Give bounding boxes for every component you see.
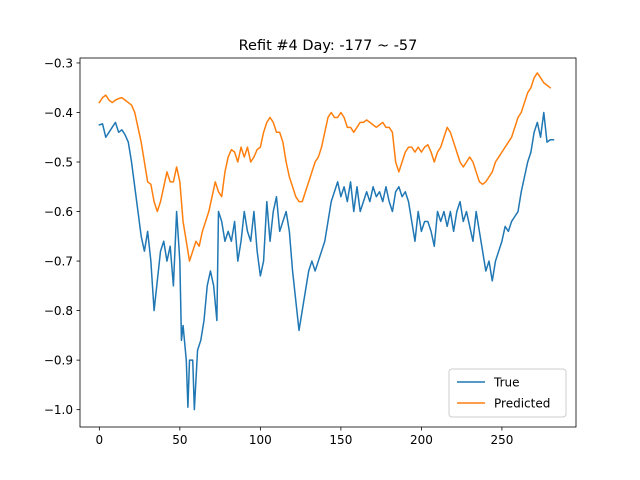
x-tick-label: 150 (329, 433, 352, 447)
series-line-predicted (98, 72, 552, 262)
series-line-true (98, 111, 555, 411)
legend-box (448, 368, 567, 418)
y-tick-label: −0.7 (44, 254, 73, 268)
x-tick-label: 250 (490, 433, 513, 447)
legend: True Predicted (448, 368, 567, 418)
x-tick-label: 50 (172, 433, 187, 447)
y-tick-label: −0.6 (44, 205, 73, 219)
axes: 0 50 100 150 200 250 −1.0 −0.9 −0.8 −0.7 −0.6 −0.5 −… (44, 56, 577, 447)
legend-label-predicted: Predicted (494, 396, 550, 410)
x-tick-label: 200 (410, 433, 433, 447)
legend-label-true: True (493, 375, 520, 389)
axes-frame (79, 57, 577, 428)
chart-title: Refit #4 Day: -177 ~ -57 (239, 38, 418, 54)
y-tick-label: −1.0 (44, 403, 73, 417)
y-tick-label: −0.8 (44, 304, 73, 318)
x-tick-label: 100 (249, 433, 272, 447)
y-tick-label: −0.9 (44, 353, 73, 367)
x-tick-label: 0 (96, 433, 104, 447)
y-tick-label: −0.5 (44, 155, 73, 169)
y-tick-label: −0.3 (44, 56, 73, 70)
plot-area (98, 72, 555, 411)
y-tick-label: −0.4 (44, 106, 73, 120)
